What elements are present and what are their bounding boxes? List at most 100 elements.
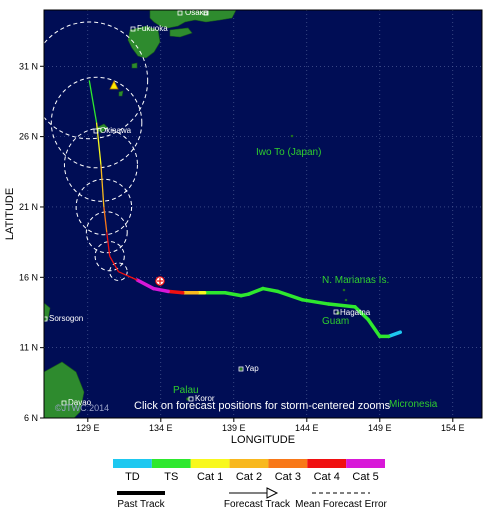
city-marker-okinawa [93,128,99,134]
forecast-error-circle [63,127,138,202]
city-marker-osaka-2 [203,10,209,16]
land-iwo [290,134,294,138]
city-label-fukuoka: Fukuoka [137,24,168,33]
legend-category-label: Cat 2 [236,471,262,483]
legend-category-label: TS [164,471,178,483]
land-ryukyu-1 [131,62,138,69]
legend-category-label: TD [125,471,140,483]
forecast-track-legend-label: Forecast Track [224,499,291,510]
y-tick-label: 16 N [19,272,38,282]
city-label-osaka: Osaka [185,8,209,17]
city-markers: Osaka Fukuoka Okinawa Hagatna Yap Koror … [42,8,371,407]
y-tick-label: 11 N [20,343,38,353]
x-tick-label: 154 E [441,423,465,433]
x-tick-label: 149 E [368,423,392,433]
city-marker-hagatna [333,309,339,315]
map-frame [43,9,483,419]
forecast-track-legend-arrow [266,487,279,499]
track-type-legend: Past Track Forecast Track Mean Forecast … [117,487,388,510]
past-track-segment [386,330,402,339]
region-label-n-marianas: N. Marianas Is. [322,275,389,286]
region-label-micronesia: Micronesia [389,399,438,410]
legend-category-label: Cat 1 [197,471,223,483]
city-label-davao: Davao [68,398,92,407]
axis-ticks: 129 E 134 E 139 E 144 E 149 E 154 E 31 N 26 N 21… [19,61,465,433]
past-track-segment [326,302,357,309]
past-track-segment [223,291,243,298]
forecast-track-segment [118,271,138,281]
zoom-hint-text: Click on forecast positions for storm-ce… [134,400,391,412]
x-tick-label: 134 E [149,423,173,433]
city-marker-sorsogon [42,316,48,322]
forecast-track-segment [109,255,120,273]
city-label-okinawa: Okinawa [100,126,132,135]
forecast-error-circle [50,76,143,169]
legend-swatch [190,459,230,468]
city-label-hagatna: Hagatna [340,308,371,317]
y-tick-label: 26 N [19,132,38,142]
forecast-track-segment [106,232,111,257]
forecast-error-circles [30,21,149,281]
x-tick-label: 129 E [76,423,100,433]
legend-swatch [307,459,347,468]
legend-swatch [229,459,269,468]
past-track-segment [300,298,331,306]
region-labels: Iwo To (Japan) N. Marianas Is. Guam Pala… [173,147,438,410]
copyright-watermark: ©JTWC 2014 [55,403,109,413]
legend-swatch [268,459,308,468]
x-tick-label: 139 E [222,423,246,433]
past-track-legend-label: Past Track [117,499,165,510]
y-axis-label: LATITUDE [4,188,16,240]
x-axis-label: LONGITUDE [231,434,295,446]
land-honshu [149,9,237,29]
forecast-track-segment [100,164,105,208]
land-yap [239,367,243,371]
forecast-error-circle [109,262,128,281]
city-label-yap: Yap [245,364,259,373]
legend-category-label: Cat 5 [352,471,378,483]
past-track-line [135,278,402,339]
land-marianas-2 [344,298,348,302]
land-masses [43,9,348,419]
past-track-segment [151,286,170,294]
past-track-segment [366,317,382,339]
y-tick-label: 21 N [19,202,38,212]
forecast-track-segment [88,80,98,123]
forecast-end-marker[interactable] [109,80,119,90]
forecast-error-circle [75,178,133,236]
x-tick-label: 144 E [295,423,319,433]
city-marker-davao [61,400,67,406]
legend-category-label: Cat 4 [314,471,340,483]
past-track-segment [166,289,185,295]
city-marker-koror [188,396,194,402]
city-label-sorsogon: Sorsogon [49,314,83,323]
past-track-segment [353,305,370,322]
land-okinawa [95,123,109,134]
forecast-track-line [88,80,138,281]
forecast-error-circle [85,211,128,254]
y-tick-label: 31 N [19,61,38,71]
forecast-error-circle [30,21,149,140]
land-shikoku [169,27,193,38]
forecast-track-segment [103,206,108,233]
legend-swatch [346,459,385,468]
current-position-marker[interactable] [155,276,165,286]
past-track-segment [246,286,265,296]
land-kyushu [127,25,161,59]
past-track-segment [261,286,280,294]
land-marianas-1 [342,288,346,292]
ocean-background [44,10,482,418]
region-label-palau: Palau [173,385,199,396]
category-legend: TD TS Cat 1 Cat 2 Cat 3 Cat 4 Cat 5 [113,459,385,483]
legend-swatch [113,459,152,468]
past-track-segment [135,278,156,291]
legend-swatch [151,459,191,468]
forecast-error-circle [94,241,125,272]
y-tick-label: 6 N [24,413,38,423]
forecast-track-segment [95,122,102,165]
region-label-guam: Guam [322,316,349,327]
city-marker-yap [238,366,244,372]
city-marker-osaka [177,10,183,16]
land-ryukyu-2 [118,90,124,97]
